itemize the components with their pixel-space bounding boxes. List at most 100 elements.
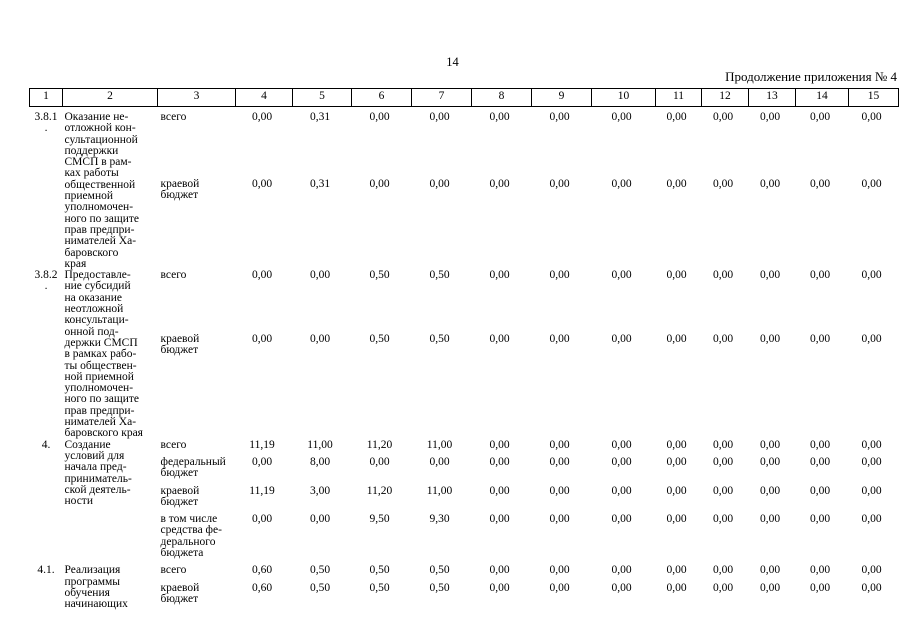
- column-header: 9: [531, 88, 592, 107]
- value-cell: 0,00: [429, 455, 450, 468]
- value-cell: 0,00: [666, 484, 687, 497]
- value-cell: 11,19: [249, 438, 275, 451]
- value-cell: 0,00: [611, 333, 632, 346]
- value-cell: 0,00: [666, 438, 687, 451]
- item-number: 4.1.: [37, 564, 55, 577]
- value-cell: 0,00: [611, 178, 632, 191]
- item-name: Создание условий для начала пред- приним…: [64, 438, 132, 508]
- budget-source-label: краевой бюджет: [160, 178, 200, 202]
- budget-source-label: в том числе средства фе- дерального бюдж…: [160, 513, 222, 559]
- value-cell: 0,00: [489, 438, 510, 451]
- value-cell: 0,00: [666, 513, 687, 526]
- table-row: краевой бюджет 0,00 0,00 0,50 0,50 0,00 0,00 0,…: [30, 333, 899, 440]
- value-cell: 0,00: [712, 455, 734, 468]
- value-cell: 0,00: [759, 564, 781, 577]
- value-cell: 0,00: [666, 455, 687, 468]
- value-cell: 0,00: [549, 455, 570, 468]
- value-cell: 0,00: [549, 111, 570, 123]
- value-cell: 0,00: [861, 564, 882, 577]
- value-cell: 0,00: [251, 178, 273, 191]
- value-cell: 9,30: [429, 513, 450, 526]
- value-cell: 0,00: [809, 269, 831, 282]
- value-cell: 0,00: [611, 564, 632, 577]
- value-cell: 11,20: [366, 438, 393, 451]
- value-cell: 0,00: [549, 333, 570, 346]
- value-cell: 0,50: [369, 581, 390, 594]
- value-cell: 0,00: [861, 178, 882, 191]
- budget-source-label: всего: [160, 111, 187, 123]
- value-cell: 0,00: [611, 484, 632, 497]
- value-cell: 0,00: [712, 438, 734, 451]
- value-cell: 0,00: [861, 484, 882, 497]
- table-row: краевой бюджет 11,19 3,00 11,20 11,00 0,00 0,0…: [30, 484, 899, 515]
- value-cell: 0,00: [489, 455, 510, 468]
- value-cell: 0,31: [309, 111, 331, 123]
- table-row: 3.8.1 . Оказание не- отложной кон- сульта…: [30, 107, 899, 269]
- value-cell: 0,00: [712, 333, 734, 346]
- value-cell: 0,00: [489, 564, 510, 577]
- value-cell: 0,50: [429, 269, 450, 282]
- value-cell: 0,00: [549, 564, 570, 577]
- value-cell: 0,00: [309, 269, 331, 282]
- value-cell: 0,00: [759, 269, 781, 282]
- column-header: 6: [351, 88, 412, 107]
- appendix-continuation-label: Продолжение приложения № 4: [725, 69, 897, 84]
- value-cell: 0,00: [369, 111, 390, 123]
- column-header: 14: [795, 88, 849, 107]
- item-name: Реализация программы обучения начинающих: [64, 564, 128, 611]
- value-cell: 0,50: [309, 581, 331, 594]
- value-cell: 11,00: [426, 438, 453, 451]
- value-cell: 0,00: [861, 333, 882, 346]
- value-cell: 0,00: [549, 484, 570, 497]
- table-row: федеральный бюджет 0,00 8,00 0,00 0,00 0,00 0,…: [30, 455, 899, 486]
- budget-source-label: всего: [160, 564, 187, 577]
- column-header: 15: [848, 88, 899, 107]
- value-cell: 0,50: [429, 564, 450, 577]
- table-row: 4.1. Реализация программы обучения начина…: [30, 564, 899, 609]
- value-cell: 0,00: [861, 269, 882, 282]
- value-cell: 0,00: [809, 513, 831, 526]
- value-cell: 0,00: [861, 455, 882, 468]
- value-cell: 0,00: [712, 178, 734, 191]
- value-cell: 0,00: [611, 111, 632, 123]
- value-cell: 0,00: [309, 333, 331, 346]
- value-cell: 0,00: [489, 269, 510, 282]
- value-cell: 0,00: [369, 178, 390, 191]
- column-header: 3: [157, 88, 236, 107]
- column-header: 1: [29, 88, 63, 107]
- value-cell: 0,00: [489, 513, 510, 526]
- value-cell: 0,00: [759, 484, 781, 497]
- column-header: 2: [62, 88, 158, 107]
- value-cell: 0,31: [309, 178, 331, 191]
- value-cell: 0,00: [759, 438, 781, 451]
- value-cell: 0,50: [429, 333, 450, 346]
- item-number: 4.: [41, 438, 51, 451]
- value-cell: 0,00: [251, 513, 273, 526]
- table-header: 1 2 3 4 5 6 7 8 9 10 11 12 13 14 15: [29, 88, 899, 107]
- value-cell: 0,00: [809, 455, 831, 468]
- value-cell: 0,00: [809, 333, 831, 346]
- value-cell: 0,00: [666, 178, 687, 191]
- value-cell: 0,00: [549, 178, 570, 191]
- value-cell: 0,00: [759, 513, 781, 526]
- value-cell: 0,00: [251, 269, 273, 282]
- page-number: 14: [446, 55, 459, 69]
- value-cell: 0,00: [759, 178, 781, 191]
- column-header: 7: [411, 88, 472, 107]
- table-row: 3.8.2 . Предоставле- ние субсидий на оказ…: [30, 269, 899, 439]
- table-row: 4. Создание условий для начала пред- прин…: [30, 438, 899, 507]
- value-cell: 0,00: [712, 111, 734, 123]
- value-cell: 0,60: [251, 581, 273, 594]
- column-header: 13: [748, 88, 796, 107]
- value-cell: 0,00: [712, 513, 734, 526]
- budget-source-label: краевой бюджет: [160, 581, 200, 605]
- value-cell: 0,00: [549, 513, 570, 526]
- value-cell: 0,00: [429, 178, 450, 191]
- column-header: 12: [701, 88, 749, 107]
- value-cell: 0,00: [309, 513, 331, 526]
- value-cell: 11,00: [307, 438, 333, 451]
- value-cell: 0,00: [712, 269, 734, 282]
- value-cell: 0,00: [549, 269, 570, 282]
- value-cell: 0,00: [611, 581, 632, 594]
